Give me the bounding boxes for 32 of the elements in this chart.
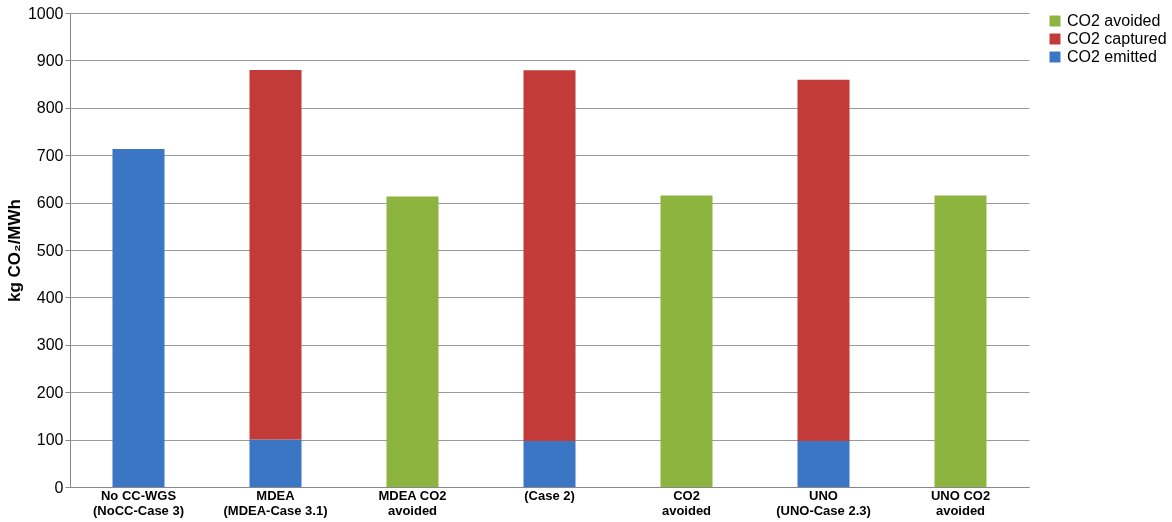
bar [797,441,850,487]
bar [249,69,302,440]
bar [386,196,439,487]
bar [523,70,576,442]
y-tick-label: 400 [36,288,64,306]
y-tick-label: 1000 [27,4,64,22]
x-tick-label: UNO (UNO-Case 2.3) [776,487,871,518]
legend-label: CO2 emitted [1067,48,1157,65]
x-tick-label: MDEA CO2 avoided [378,487,447,518]
y-tick-label: 600 [36,194,64,212]
legend-label: CO2 avoided [1067,12,1161,29]
y-tick-label: 200 [36,383,64,401]
bar [249,439,302,487]
bar [797,79,850,442]
x-tick-label: No CC-WGS (NoCC-Case 3) [92,487,185,518]
y-axis-title: kg CO₂/MWh [4,199,24,302]
x-tick-label: CO2 avoided [661,487,712,518]
y-tick-label: 800 [36,99,64,117]
x-tick-label: MDEA (MDEA-Case 3.1) [223,487,328,518]
y-tick-label: 500 [36,241,64,259]
x-tick-label: (Case 2) [524,487,575,503]
y-tick-label: 900 [36,51,64,69]
bar [523,441,576,487]
bar [112,149,165,487]
y-tick-label: 300 [36,336,64,354]
bar [660,195,713,487]
y-tick-label: 700 [36,146,64,164]
bar [934,195,987,487]
x-tick-label: UNO CO2 avoided [930,487,991,518]
y-tick-label: 100 [36,431,64,449]
y-tick-label: 0 [54,478,64,496]
legend-label: CO2 captured [1067,30,1167,47]
